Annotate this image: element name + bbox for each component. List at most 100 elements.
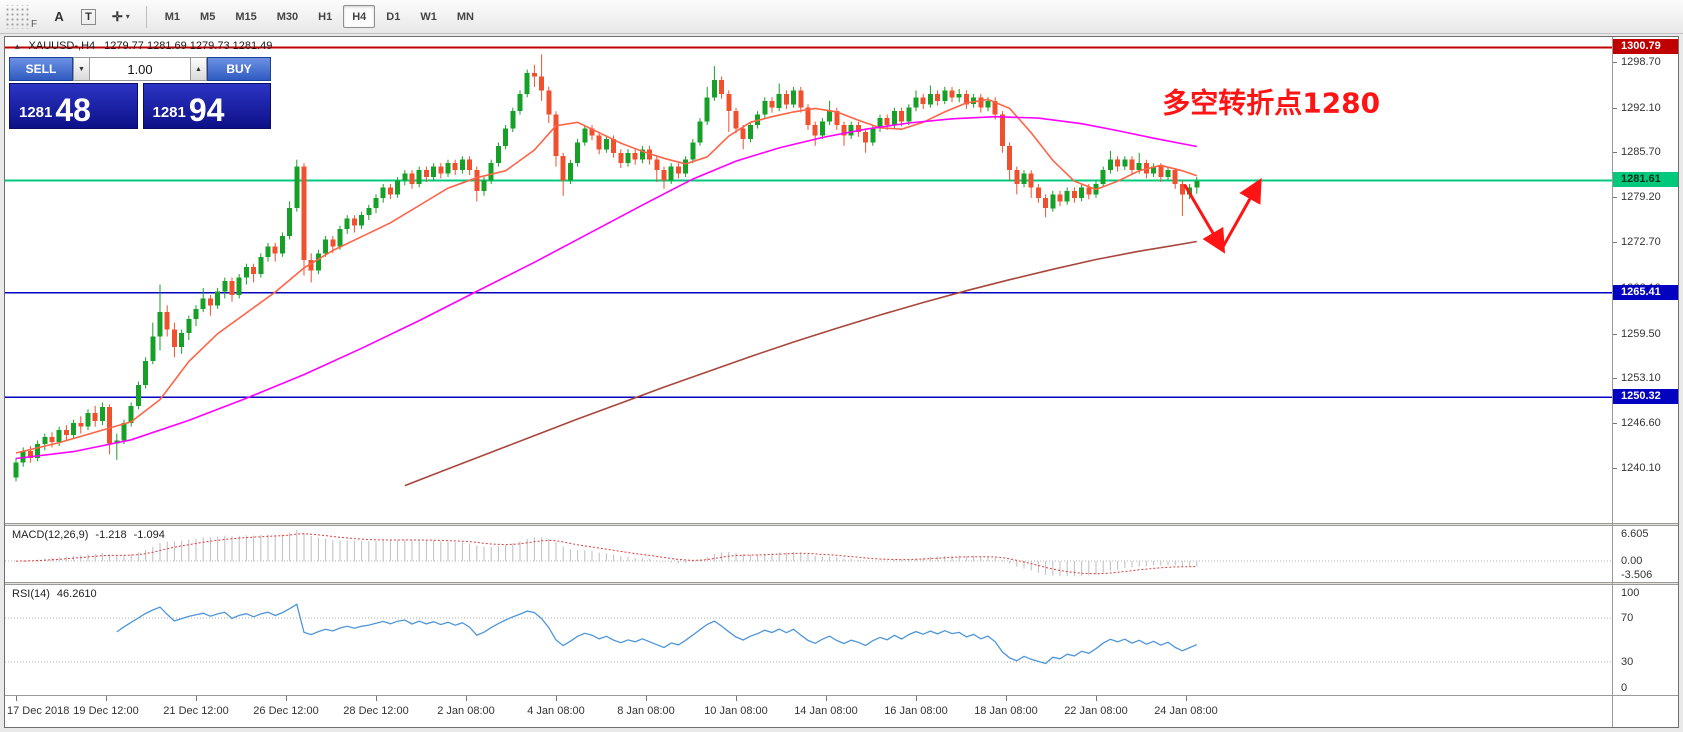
- text-tool-button[interactable]: T: [74, 5, 103, 29]
- time-axis-label: 14 Jan 08:00: [794, 705, 858, 717]
- candle: [935, 93, 941, 101]
- sell-button[interactable]: SELL: [9, 57, 73, 81]
- candle: [42, 437, 48, 444]
- timeframe-button-m15[interactable]: M15: [226, 5, 265, 28]
- candle: [942, 90, 948, 101]
- macd-header: MACD(12,26,9) -1.218 -1.094: [12, 529, 165, 541]
- crosshair-tool-button[interactable]: ✛ ▾: [105, 5, 137, 29]
- arrow-drawing[interactable]: [1220, 178, 1262, 250]
- timeframe-button-h4[interactable]: H4: [343, 5, 376, 28]
- candle: [1014, 170, 1020, 184]
- candle: [834, 111, 840, 126]
- price-tick-label: 1292.10: [1621, 102, 1661, 114]
- candle: [164, 312, 170, 330]
- candle: [596, 135, 602, 150]
- candle: [582, 128, 588, 143]
- ohlc-readout: 1279.77 1281.69 1279.73 1281.49: [104, 40, 273, 52]
- candle: [1028, 173, 1034, 188]
- timeframe-button-h1[interactable]: H1: [309, 5, 341, 28]
- candle: [978, 97, 984, 108]
- pane-resize-handle[interactable]: [5, 582, 1678, 585]
- bid-pip-digits: 48: [55, 92, 91, 128]
- price-tag: 1265.41: [1613, 285, 1678, 300]
- timeframe-button-w1[interactable]: W1: [411, 5, 446, 28]
- chart-icon: ▴: [15, 40, 20, 51]
- candle: [769, 100, 775, 108]
- candle: [323, 239, 329, 254]
- candle: [567, 163, 573, 181]
- candle: [366, 208, 372, 216]
- pane-resize-handle[interactable]: [5, 523, 1678, 526]
- rsi-scale-label: 30: [1621, 656, 1634, 668]
- candle: [171, 329, 177, 347]
- timeframe-button-mn[interactable]: MN: [448, 5, 483, 28]
- candle: [719, 80, 725, 94]
- candle: [222, 281, 228, 292]
- candle: [402, 173, 408, 181]
- lot-increase-button[interactable]: ▲: [190, 57, 207, 81]
- bid-quote[interactable]: 1281 48: [9, 83, 138, 129]
- price-tick-label: 1253.10: [1621, 372, 1661, 384]
- candle: [474, 170, 480, 191]
- toolbar-grip-handle[interactable]: [4, 4, 30, 29]
- rsi-scale-label: 100: [1621, 587, 1640, 599]
- price-tick-label: 1298.70: [1621, 56, 1661, 68]
- candle: [783, 93, 789, 105]
- time-axis-label: 8 Jan 08:00: [617, 705, 675, 717]
- candle: [143, 360, 149, 386]
- candle: [121, 423, 127, 441]
- buy-button[interactable]: BUY: [207, 57, 271, 81]
- chart-annotation-text[interactable]: 多空转折点1280: [1162, 87, 1380, 120]
- candle: [1151, 166, 1157, 174]
- candle: [776, 93, 782, 108]
- candle: [747, 125, 753, 139]
- candle: [884, 118, 890, 125]
- lot-decrease-button[interactable]: ▼: [73, 57, 90, 81]
- candle: [423, 170, 429, 177]
- price-chart-canvas[interactable]: 多空转折点1280: [5, 37, 1612, 523]
- candle: [927, 93, 933, 105]
- candle: [315, 253, 321, 271]
- candle: [1100, 170, 1106, 184]
- time-axis[interactable]: 17 Dec 2018 19 Dec 12:00 21 Dec 12:00 26 De…: [5, 696, 1612, 727]
- time-axis-label: 21 Dec 12:00: [163, 705, 229, 717]
- lot-size-field[interactable]: 1.00: [90, 57, 190, 81]
- candle: [517, 93, 523, 112]
- candle: [49, 437, 55, 442]
- candle: [503, 128, 509, 146]
- candle: [906, 107, 912, 122]
- timeframe-button-m30[interactable]: M30: [268, 5, 307, 28]
- candle: [265, 246, 271, 257]
- candle: [1057, 194, 1063, 202]
- rsi-scale-label: 0: [1621, 682, 1628, 694]
- font-tool-button[interactable]: A: [46, 5, 72, 29]
- crosshair-icon: ✛: [111, 8, 123, 24]
- candle: [603, 138, 609, 150]
- price-scale[interactable]: 1298.701292.101285.701279.201272.701266.…: [1612, 37, 1678, 727]
- one-click-trade-panel: SELL ▼ 1.00 ▲ BUY 1281 48 1281 94: [9, 57, 271, 129]
- candle: [805, 107, 811, 125]
- arrow-drawing[interactable]: [1183, 183, 1226, 254]
- candle: [85, 412, 91, 427]
- candle: [387, 187, 393, 195]
- candle: [531, 73, 537, 77]
- time-axis-label: 19 Dec 12:00: [73, 705, 139, 717]
- candle: [287, 208, 293, 236]
- price-tag: 1281.61: [1613, 172, 1678, 187]
- candle: [99, 407, 105, 422]
- ask-quote[interactable]: 1281 94: [142, 83, 271, 129]
- macd-indicator-canvas[interactable]: [5, 526, 1612, 582]
- timeframe-button-d1[interactable]: D1: [377, 5, 409, 28]
- candle: [71, 423, 77, 435]
- candle: [812, 125, 818, 136]
- candle: [618, 152, 624, 164]
- timeframe-group: M1 M5 M15 M30 H1 H4 D1 W1 MN: [155, 5, 484, 28]
- time-axis-label: 10 Jan 08:00: [704, 705, 768, 717]
- timeframe-button-m5[interactable]: M5: [191, 5, 224, 28]
- candle: [243, 267, 249, 278]
- timeframe-button-m1[interactable]: M1: [156, 5, 189, 28]
- candle: [416, 170, 422, 184]
- rsi-indicator-canvas[interactable]: [5, 585, 1612, 695]
- candle: [128, 405, 134, 424]
- candle: [481, 180, 487, 191]
